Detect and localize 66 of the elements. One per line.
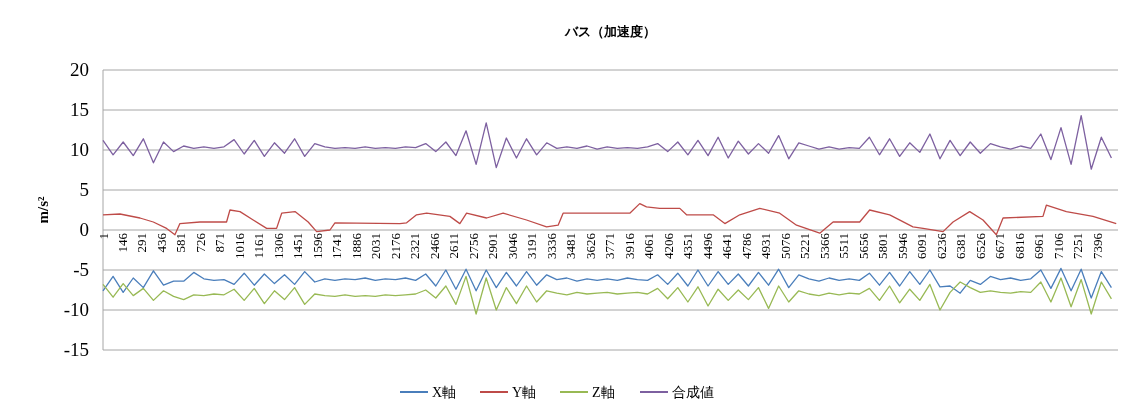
- x-tick-label: 871: [212, 233, 228, 253]
- y-tick-label: 15: [70, 99, 89, 120]
- x-tick-label: 2466: [426, 232, 442, 259]
- x-tick-label: 3626: [582, 232, 598, 259]
- x-tick-label: 3336: [543, 232, 559, 259]
- x-tick-label: 3916: [621, 232, 637, 259]
- x-tick-label: 1016: [231, 232, 247, 259]
- x-tick-label: 6381: [953, 233, 969, 259]
- x-tick-label: 4206: [660, 232, 676, 259]
- legend-label: Z軸: [592, 385, 615, 400]
- x-tick-label: 4351: [680, 233, 696, 259]
- x-tick-label: 6526: [972, 232, 988, 259]
- y-tick-label: 0: [79, 219, 89, 240]
- x-tick-label: 1596: [309, 232, 325, 259]
- x-tick-label: 2176: [387, 232, 403, 259]
- x-tick-label: 4641: [719, 233, 735, 259]
- y-tick-label: -15: [63, 339, 89, 360]
- x-tick-label: 2321: [407, 233, 423, 259]
- x-tick-label: 5656: [855, 232, 871, 259]
- x-tick-label: 5511: [836, 233, 852, 259]
- x-tick-label: 2901: [485, 233, 501, 259]
- y-tick-label: 20: [70, 59, 89, 80]
- x-tick-label: 581: [173, 233, 189, 253]
- y-tick-label: -10: [63, 299, 89, 320]
- x-tick-label: 7251: [1070, 233, 1086, 259]
- x-tick-label: 1741: [329, 233, 345, 259]
- legend-label: X軸: [432, 385, 457, 400]
- x-tick-label: 6961: [1031, 233, 1047, 259]
- legend-label: Y軸: [512, 385, 537, 400]
- x-tick-label: 4496: [699, 232, 715, 259]
- x-tick-label: 6816: [1011, 232, 1027, 259]
- x-tick-label: 436: [153, 232, 169, 253]
- x-tick-label: 5366: [816, 232, 832, 259]
- x-tick-label: 3191: [524, 233, 540, 259]
- x-tick-label: 1: [95, 233, 111, 240]
- x-tick-label: 4931: [758, 233, 774, 259]
- x-tick-label: 1886: [348, 232, 364, 259]
- x-tick-label: 5076: [777, 232, 793, 259]
- x-tick-label: 4061: [641, 233, 657, 259]
- legend-label: 合成値: [672, 385, 714, 400]
- x-tick-label: 1306: [270, 232, 286, 259]
- x-tick-label: 1451: [290, 233, 306, 259]
- y-tick-label: 5: [79, 179, 89, 200]
- x-tick-label: 7106: [1050, 232, 1066, 259]
- x-tick-label: 1161: [251, 233, 267, 259]
- x-tick-label: 7396: [1089, 232, 1105, 259]
- x-tick-label: 5946: [894, 232, 910, 259]
- x-tick-label: 146: [115, 232, 130, 253]
- x-tick-label: 3481: [563, 233, 579, 259]
- x-tick-label: 726: [192, 232, 208, 253]
- y-tick-label: 10: [70, 139, 89, 160]
- x-tick-label: 5221: [797, 233, 813, 259]
- x-tick-label: 5801: [875, 233, 891, 259]
- x-tick-label: 3046: [504, 232, 520, 259]
- x-tick-label: 4786: [738, 232, 754, 259]
- chart-title: バス（加速度）: [564, 24, 656, 39]
- x-tick-label: 6671: [992, 233, 1008, 259]
- x-tick-label: 2031: [368, 233, 384, 259]
- x-tick-label: 291: [134, 233, 150, 253]
- x-tick-label: 6236: [933, 232, 949, 259]
- x-tick-label: 2611: [446, 233, 462, 259]
- y-tick-label: -5: [73, 259, 89, 280]
- x-tick-label: 3771: [602, 233, 618, 259]
- x-tick-label: 6091: [914, 233, 930, 259]
- x-tick-label: 2756: [465, 232, 481, 259]
- y-axis-title: m/s²: [35, 196, 51, 224]
